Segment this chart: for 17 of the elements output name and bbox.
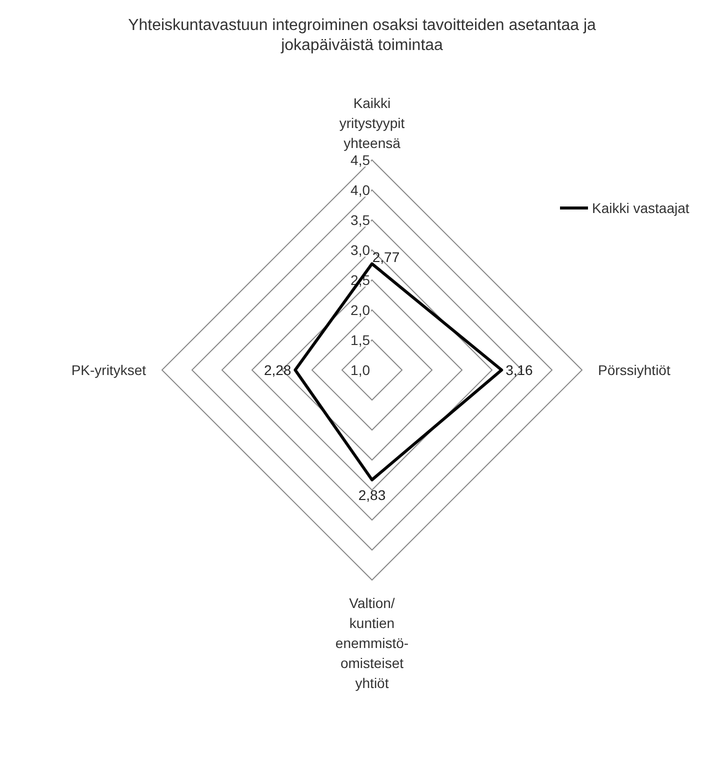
data-label: 2,77 — [372, 248, 400, 265]
chart-title: Yhteiskuntavastuun integroiminen osaksi tavoitteiden asetantaa ja jokapäiväistä toimintaa — [128, 17, 596, 54]
data-label: 2,28 — [264, 362, 292, 378]
y-tick-label: 3,0 — [350, 242, 370, 258]
spoke-label: Kaikki yritystyypit yhteensä — [339, 95, 405, 151]
spoke-label: PK-yritykset — [71, 362, 146, 378]
y-tick-label: 1,5 — [350, 332, 370, 348]
spoke-label: Pörssiyhtiöt — [598, 362, 670, 378]
data-label: 2,83 — [358, 486, 386, 503]
y-tick-label: 4,0 — [350, 182, 370, 198]
spoke-label: Valtion/kuntien enemmistö-omisteiset yhtiöt — [335, 595, 409, 691]
y-tick-label: 4,5 — [350, 152, 370, 168]
y-tick-label: 2,0 — [350, 302, 370, 318]
y-tick-label: 1,0 — [350, 362, 370, 378]
data-label: 3,16 — [506, 362, 534, 378]
y-tick-label: 3,5 — [350, 212, 370, 228]
legend-label: Kaikki vastaajat — [592, 200, 690, 216]
